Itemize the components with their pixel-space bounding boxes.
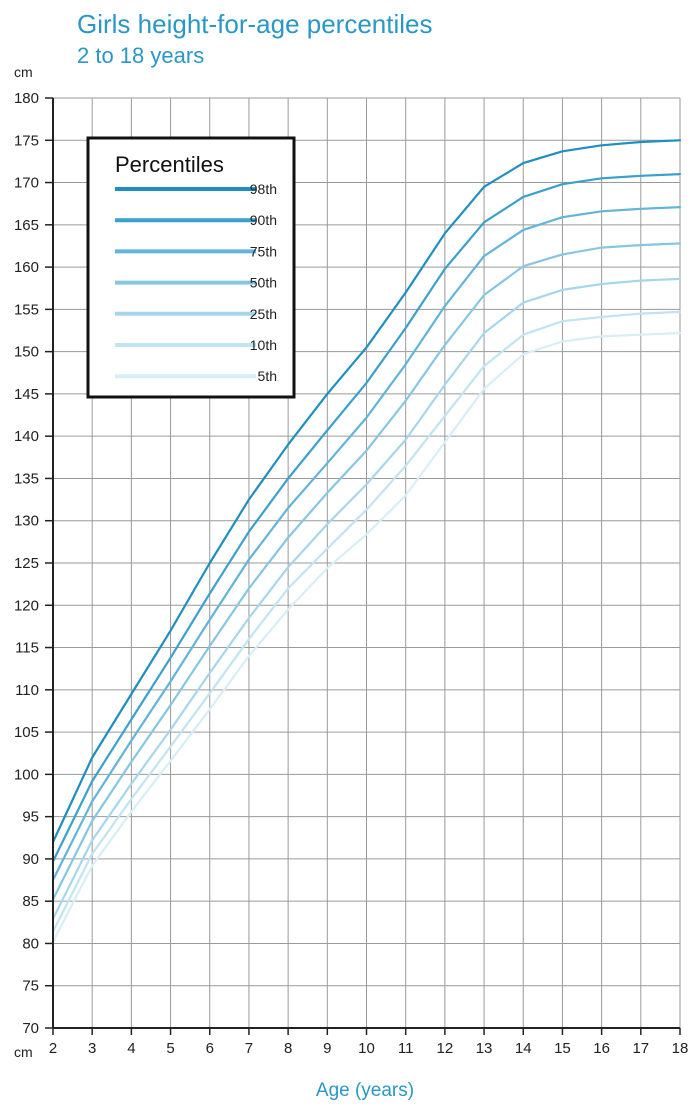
y-tick-label: 150 [14, 344, 39, 361]
x-tick-label: 15 [554, 1040, 571, 1057]
legend: Percentiles 98th 90th 75th 50th 25th 10th 5th [86, 136, 296, 399]
y-tick-label: 165 [14, 217, 39, 234]
y-tick-label: 70 [22, 1020, 39, 1037]
x-tick-label: 5 [166, 1040, 174, 1057]
legend-label-90th: 90th [250, 212, 277, 228]
series-lines [51, 139, 682, 943]
legend-box [86, 136, 296, 399]
y-tick-label: 155 [14, 301, 39, 318]
y-tick-label: 115 [15, 640, 39, 657]
x-tick-label: 7 [245, 1040, 253, 1057]
y-tick-label: 90 [22, 851, 39, 868]
series-line-5th [51, 331, 682, 943]
x-tick-label: 12 [437, 1040, 454, 1057]
series-line-50th [51, 242, 682, 901]
x-tick-label: 6 [206, 1040, 214, 1057]
x-tick-label: 14 [515, 1040, 532, 1057]
y-tick-label: 105 [14, 724, 39, 741]
legend-title: Percentiles [115, 152, 224, 177]
y-tick-label: 140 [14, 428, 39, 445]
y-tick-label: 95 [22, 809, 39, 826]
legend-label-98th: 98th [250, 181, 277, 197]
x-tick-label: 18 [672, 1040, 689, 1057]
axes: 2 3 4 5 6 7 8 9 10 11 12 13 14 15 16 17 18 70 75 80 85 90 95 10… [14, 90, 688, 1057]
series-line-98th [51, 139, 682, 844]
y-tick-label: 175 [14, 132, 39, 149]
y-tick-label: 125 [14, 555, 39, 572]
series-line-25th [51, 277, 682, 921]
x-tick-label: 3 [88, 1040, 96, 1057]
y-tick-label: 110 [15, 682, 39, 699]
y-tick-label: 75 [22, 978, 39, 995]
x-tick-label: 10 [358, 1040, 375, 1057]
series-line-75th [51, 206, 682, 882]
y-unit-label-bottom: cm [14, 1044, 33, 1060]
x-tick-label: 2 [49, 1040, 57, 1057]
x-tick-label: 13 [476, 1040, 493, 1057]
legend-label-10th: 10th [250, 337, 277, 353]
y-tick-label: 85 [22, 893, 39, 910]
y-tick-label: 160 [14, 259, 39, 276]
legend-label-50th: 50th [250, 275, 277, 291]
x-axis-label: Age (years) [315, 1080, 415, 1101]
x-tick-label: 8 [284, 1040, 292, 1057]
x-tick-label: 11 [398, 1040, 414, 1057]
y-tick-label: 180 [14, 90, 39, 107]
y-tick-label: 145 [14, 386, 39, 403]
chart-subtitle: 2 to 18 years [77, 43, 205, 68]
series-line-10th [51, 310, 682, 933]
y-tick-label: 120 [14, 597, 39, 614]
y-tick-label: 130 [14, 513, 39, 530]
legend-label-75th: 75th [250, 243, 277, 259]
x-tick-label: 16 [593, 1040, 610, 1057]
legend-label-5th: 5th [258, 368, 277, 384]
legend-label-25th: 25th [250, 306, 277, 322]
y-tick-label: 80 [22, 935, 39, 952]
y-tick-label: 170 [14, 175, 39, 192]
x-tick-label: 4 [127, 1040, 135, 1057]
y-unit-label-top: cm [14, 64, 33, 80]
y-tick-label: 135 [14, 470, 39, 487]
x-tick-label: 9 [323, 1040, 331, 1057]
chart-title: Girls height-for-age percentiles [77, 9, 433, 39]
y-tick-label: 100 [14, 766, 39, 783]
series-line-90th [51, 173, 682, 863]
x-tick-label: 17 [632, 1040, 649, 1057]
